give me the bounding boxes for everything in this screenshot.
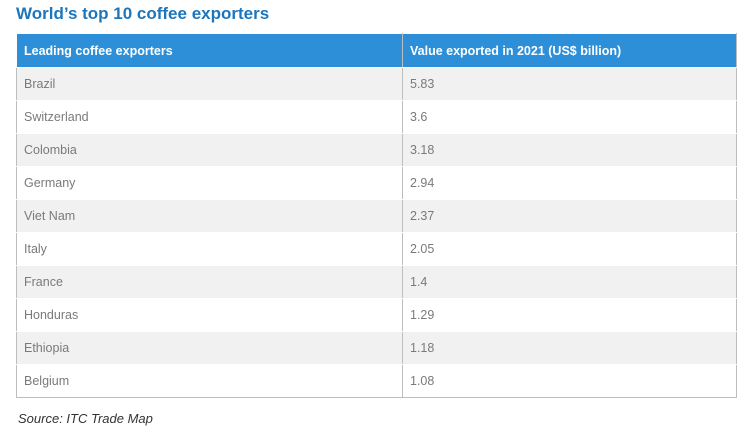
cell-country: Brazil <box>16 67 403 101</box>
table-row: Honduras 1.29 <box>16 298 737 332</box>
table-row: Germany 2.94 <box>16 166 737 200</box>
cell-country: Viet Nam <box>16 199 403 233</box>
cell-value: 1.18 <box>402 331 737 365</box>
table-row: Ethiopia 1.18 <box>16 331 737 365</box>
table-row: Switzerland 3.6 <box>16 100 737 134</box>
table-row: Brazil 5.83 <box>16 67 737 101</box>
table-row: Italy 2.05 <box>16 232 737 266</box>
cell-country: Belgium <box>16 364 403 398</box>
cell-country: Italy <box>16 232 403 266</box>
cell-value: 5.83 <box>402 67 737 101</box>
cell-value: 1.08 <box>402 364 737 398</box>
table-body: Brazil 5.83 Switzerland 3.6 Colombia 3.18 Germ… <box>16 67 737 398</box>
cell-value: 2.94 <box>402 166 737 200</box>
column-header-country: Leading coffee exporters <box>16 33 403 68</box>
cell-value: 2.05 <box>402 232 737 266</box>
cell-country: Colombia <box>16 133 403 167</box>
cell-country: Switzerland <box>16 100 403 134</box>
cell-value: 1.29 <box>402 298 737 332</box>
chart-title: World’s top 10 coffee exporters <box>16 4 270 23</box>
source-note: Source: ITC Trade Map <box>18 411 153 426</box>
cell-value: 3.18 <box>402 133 737 167</box>
cell-value: 2.37 <box>402 199 737 233</box>
cell-country: France <box>16 265 403 299</box>
table-row: Colombia 3.18 <box>16 133 737 167</box>
cell-country: Ethiopia <box>16 331 403 365</box>
table-row: France 1.4 <box>16 265 737 299</box>
cell-value: 3.6 <box>402 100 737 134</box>
cell-country: Germany <box>16 166 403 200</box>
table-row: Belgium 1.08 <box>16 364 737 398</box>
exporters-table: Leading coffee exporters Value exported … <box>16 33 737 398</box>
table-row: Viet Nam 2.37 <box>16 199 737 233</box>
cell-value: 1.4 <box>402 265 737 299</box>
cell-country: Honduras <box>16 298 403 332</box>
column-header-value: Value exported in 2021 (US$ billion) <box>402 33 737 68</box>
table-header-row: Leading coffee exporters Value exported … <box>16 33 737 68</box>
